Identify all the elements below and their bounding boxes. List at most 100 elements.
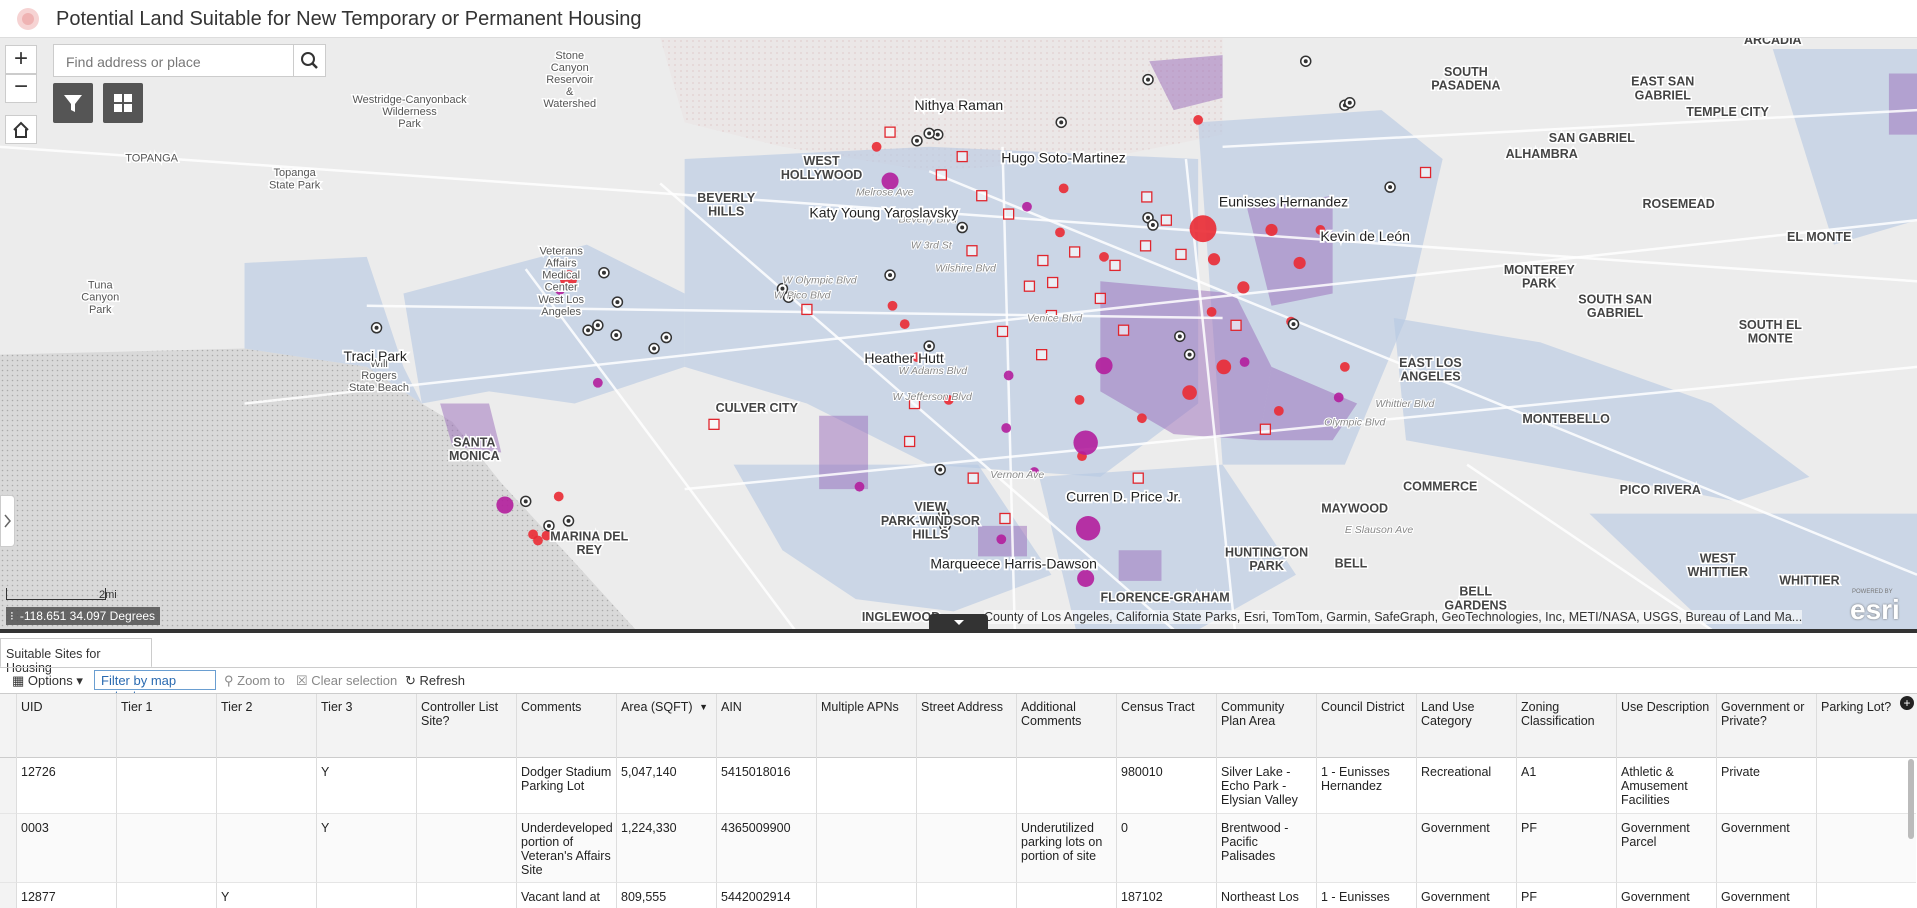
site-square	[1132, 472, 1144, 484]
site-ring-dot	[960, 225, 965, 230]
column-header[interactable]: Tier 2	[216, 694, 316, 758]
expand-panel[interactable]	[0, 495, 15, 547]
place-label: EL MONTE	[1787, 230, 1851, 244]
label-line: HUNTINGTON	[1225, 545, 1308, 559]
label-line: Nithya Raman	[915, 97, 1004, 113]
column-header[interactable]: Multiple APNs	[816, 694, 916, 758]
site-magenta	[496, 496, 514, 514]
site-ring-dot	[566, 518, 571, 523]
place-label: SOUTH SAN GABRIEL	[1578, 292, 1652, 320]
label-line: Stone	[555, 50, 584, 62]
zoom-out[interactable]: −	[5, 74, 37, 103]
refresh[interactable]: ↻ Refresh	[405, 673, 466, 688]
place-label: TEMPLE CITY	[1686, 105, 1769, 119]
site-ring-dot	[943, 523, 948, 528]
site-square	[1259, 423, 1272, 435]
zoom-in[interactable]: +	[5, 45, 37, 74]
refresh-label: Refresh	[419, 673, 466, 688]
place-label: EAST SAN GABRIEL	[1631, 75, 1694, 103]
column-header[interactable]: Census Tract	[1116, 694, 1216, 758]
clear-selection[interactable]: ☒ Clear selection	[296, 673, 398, 688]
road	[1466, 463, 1713, 630]
attribution: County of Los Angeles, California State …	[984, 610, 1803, 624]
column-header[interactable]: Comments	[516, 694, 616, 758]
label-line: Melrose Ave	[856, 187, 914, 199]
tract-highlight	[819, 415, 869, 490]
label-line: WEST	[1700, 551, 1736, 565]
filter-toggle[interactable]: Filter by map extent	[94, 670, 216, 703]
site-square	[1045, 309, 1058, 322]
column-header[interactable]: Controller List Site?	[416, 694, 516, 758]
table-cell: 4365009900	[716, 814, 816, 883]
road	[244, 218, 1917, 405]
table-tab[interactable]: Suitable Sites for Housing	[0, 638, 152, 675]
label-line: VIEW	[914, 500, 946, 514]
coordinates-text: -118.651 34.097 Degrees	[19, 609, 156, 623]
tract-highlight	[440, 403, 502, 453]
label-line: Whittier Blvd	[1375, 398, 1435, 410]
sort-indicator: ▼	[699, 702, 708, 712]
site-ring-dot	[664, 335, 669, 340]
place-label: VIEW PARK-WINDSOR HILLS	[881, 500, 980, 542]
home-button[interactable]	[5, 115, 37, 144]
column-header[interactable]: Area (SQFT) ▼	[616, 694, 716, 758]
options-menu[interactable]: ▦ Options ▾	[12, 673, 83, 688]
site-square	[908, 397, 921, 410]
site-red	[541, 530, 552, 541]
tract-highlight	[1888, 73, 1917, 135]
column-chooser[interactable]: +	[1900, 696, 1914, 710]
label-line: Will	[370, 358, 388, 370]
site-ring-dot	[546, 523, 551, 528]
collapse-table[interactable]	[929, 614, 988, 631]
label-line: State Beach	[349, 382, 409, 394]
site-ring-dot	[615, 300, 620, 305]
table-cell: 980010	[1116, 758, 1216, 814]
label-line: ROSEMEAD	[1643, 197, 1715, 211]
site-ring-dot	[1388, 185, 1393, 190]
tract	[733, 464, 1052, 612]
table-cell	[916, 758, 1016, 814]
column-header[interactable]: Additional Comments	[1016, 694, 1116, 758]
district-label: Marqueece Harris-Dawson	[930, 556, 1097, 572]
label-line: Kevin de León	[1320, 228, 1410, 244]
site-ring-dot	[938, 467, 943, 472]
column-header[interactable]: Street Address	[916, 694, 1016, 758]
site-magenta	[1001, 423, 1012, 433]
road	[928, 170, 1917, 576]
label-line: SOUTH	[1444, 65, 1488, 79]
label-line: FLORENCE-GRAHAM	[1101, 591, 1230, 605]
site-red	[553, 491, 564, 502]
filter-button[interactable]	[53, 83, 93, 123]
column-header[interactable]: Tier 1	[116, 694, 216, 758]
table-cell: 5415018016	[716, 758, 816, 814]
label-line: Tuna	[88, 280, 114, 292]
label-line: Westridge-Canyonback	[353, 94, 468, 106]
site-red	[887, 300, 898, 311]
table-cell	[816, 883, 916, 908]
label-line: Katy Young Yaroslavsky	[809, 205, 958, 221]
layout-button[interactable]	[103, 83, 143, 123]
site-red	[533, 535, 543, 546]
column-header[interactable]: Parking Lot?	[1816, 694, 1916, 758]
column-header[interactable]: Government or Private?	[1716, 694, 1816, 758]
label-line: GARDENS	[1444, 598, 1507, 612]
label-line: Venice Blvd	[1027, 313, 1083, 325]
column-header[interactable]: Council District	[1316, 694, 1416, 758]
column-header[interactable]: Zoning Classification	[1516, 694, 1616, 758]
road	[366, 304, 1223, 320]
column-header[interactable]: Land Use Category	[1416, 694, 1516, 758]
column-header[interactable]: Use Description	[1616, 694, 1716, 758]
zoom-to[interactable]: ⚲ Zoom to	[224, 673, 285, 688]
column-header[interactable]: Tier 3	[316, 694, 416, 758]
label-line: CULVER CITY	[716, 401, 799, 415]
column-header[interactable]: Community Plan Area	[1216, 694, 1316, 758]
site-square	[1117, 324, 1130, 336]
column-header[interactable]: UID	[16, 694, 116, 758]
search-button[interactable]	[293, 44, 326, 77]
column-header[interactable]: AIN	[716, 694, 816, 758]
site-red	[912, 352, 922, 362]
place-label: MONTEBELLO	[1522, 412, 1610, 426]
table-cell: Dodger Stadium Parking Lot	[516, 758, 616, 814]
search-input[interactable]: Find address or place	[53, 44, 294, 77]
